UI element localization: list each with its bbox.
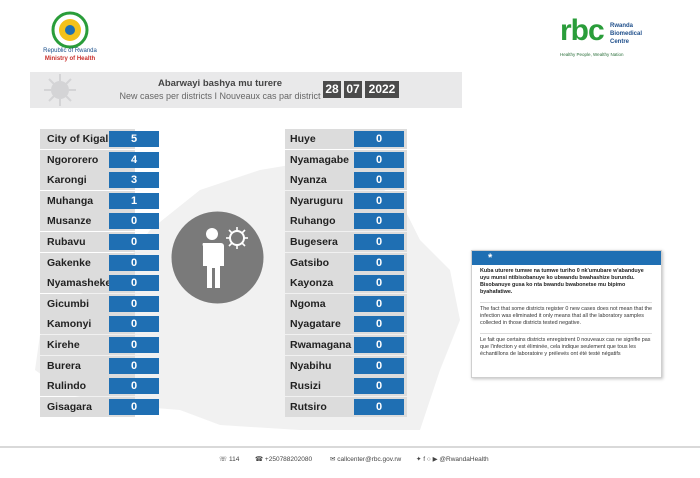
- district-case-count: 0: [109, 234, 159, 250]
- district-case-count: 0: [354, 172, 404, 189]
- date-day: 28: [323, 81, 341, 98]
- district-name: Ruhango: [290, 215, 336, 228]
- district-case-count: 0: [109, 378, 159, 395]
- district-name: Rubavu: [47, 236, 86, 248]
- rbc-tagline: Healthy People, Wealthy Nation: [560, 52, 624, 57]
- rbc-name-2: Biomedical: [610, 31, 643, 37]
- note-divider: [480, 302, 652, 303]
- rwanda-emblem-icon: [51, 11, 89, 49]
- district-name: Huye: [290, 133, 316, 145]
- district-name: Burera: [47, 359, 81, 372]
- phone-icon: ☏: [219, 456, 228, 463]
- footer-email[interactable]: ✉ callcenter@rbc.gov.rw: [330, 455, 401, 463]
- footer-social[interactable]: ✦ f ○ ▶ @RwandaHealth: [416, 455, 489, 463]
- district-name: Gakenke: [47, 256, 91, 269]
- note-text-en: The fact that some districts register 0 …: [480, 306, 652, 326]
- district-case-count: 0: [354, 357, 404, 374]
- rbc-logo-text: rbc: [560, 14, 605, 47]
- district-case-count: 0: [354, 234, 404, 250]
- district-case-count: 0: [354, 254, 404, 271]
- social-handle-text: @RwandaHealth: [439, 456, 489, 463]
- republic-text: Republic of Rwanda: [43, 48, 97, 54]
- district-case-count: 5: [109, 131, 159, 147]
- district-case-count: 0: [354, 131, 404, 147]
- district-name: Rusizi: [290, 380, 321, 393]
- district-case-count: 0: [354, 295, 404, 312]
- district-name: Ngororero: [47, 153, 99, 166]
- district-case-count: 0: [354, 151, 404, 168]
- district-case-count: 0: [354, 398, 404, 415]
- district-name: Gatsibo: [290, 256, 330, 269]
- rbc-name-3: Centre: [610, 39, 630, 45]
- ministry-text: Ministry of Health: [44, 56, 96, 62]
- rbc-name-1: Rwanda: [610, 23, 634, 29]
- email-text: callcenter@rbc.gov.rw: [337, 456, 402, 463]
- district-case-count: 0: [109, 357, 159, 374]
- district-case-count: 0: [109, 275, 159, 292]
- district-case-count: 0: [354, 378, 404, 395]
- district-name: Musanze: [47, 215, 92, 228]
- virus-icon: [44, 74, 76, 106]
- district-name: Karongi: [47, 174, 87, 187]
- district-name: Rulindo: [47, 380, 87, 393]
- note-text-rw: Kuba uturere tumwe na tumwe turiho 0 nk'…: [480, 268, 644, 295]
- district-name: Rutsiro: [290, 400, 327, 413]
- district-name: Kamonyi: [47, 318, 92, 331]
- district-case-count: 0: [109, 316, 159, 333]
- district-name: Nyabihu: [290, 359, 332, 372]
- hotline-text: 114: [228, 456, 240, 463]
- phone-text: +250788202080: [264, 456, 313, 463]
- district-case-count: 0: [109, 254, 159, 271]
- district-name: Bugesera: [290, 236, 338, 248]
- footer-divider: [0, 446, 700, 448]
- district-case-count: 4: [109, 151, 159, 168]
- star-icon: *: [488, 252, 493, 264]
- footer-hotline: ☏ 114: [219, 455, 239, 463]
- district-name: Muhanga: [47, 194, 94, 207]
- banner-subtitle: New cases per districts I Nouveaux cas p…: [119, 91, 321, 101]
- district-case-count: 0: [354, 213, 404, 230]
- district-case-count: 0: [354, 316, 404, 333]
- district-case-count: 0: [109, 295, 159, 312]
- district-name: Nyagatare: [290, 318, 341, 331]
- footer-whatsapp: ☎ +250788202080: [255, 455, 312, 463]
- note-panel: [471, 250, 662, 378]
- district-name: Kirehe: [47, 339, 80, 351]
- mail-icon: ✉: [330, 456, 336, 463]
- district-case-count: 0: [109, 398, 159, 415]
- district-name: City of Kigali: [47, 133, 112, 145]
- district-case-count: 0: [354, 337, 404, 353]
- district-name: Gisagara: [47, 400, 92, 413]
- person-virus-icon: [171, 211, 264, 304]
- district-name: Gicumbi: [47, 297, 90, 310]
- district-name: Nyamasheke: [47, 277, 112, 290]
- district-name: Nyaruguru: [290, 194, 344, 207]
- district-name: Ngoma: [290, 297, 326, 310]
- date-month: 07: [344, 81, 362, 98]
- district-case-count: 0: [109, 337, 159, 353]
- district-case-count: 0: [354, 275, 404, 292]
- note-text-fr: Le fait que certains districts enregistr…: [480, 337, 651, 357]
- ministry-label: Republic of Rwanda Ministry of Health: [30, 47, 110, 63]
- district-case-count: 1: [109, 192, 159, 209]
- banner-title: Abarwayi bashya mu turere: [157, 78, 283, 89]
- rbc-logo: rbc Rwanda Biomedical Centre: [560, 14, 655, 58]
- district-case-count: 3: [109, 172, 159, 189]
- district-case-count: 0: [354, 192, 404, 209]
- note-divider: [480, 333, 652, 334]
- district-name: Kayonza: [290, 277, 334, 290]
- note-header: *: [472, 251, 661, 265]
- whatsapp-icon: ☎: [255, 456, 264, 463]
- district-name: Rwamagana: [290, 339, 352, 351]
- date-year: 2022: [365, 81, 399, 98]
- district-case-count: 0: [109, 213, 159, 230]
- social-icons: ✦ f ○ ▶: [416, 456, 438, 463]
- district-name: Nyamagabe: [290, 153, 349, 166]
- district-name: Nyanza: [290, 174, 327, 187]
